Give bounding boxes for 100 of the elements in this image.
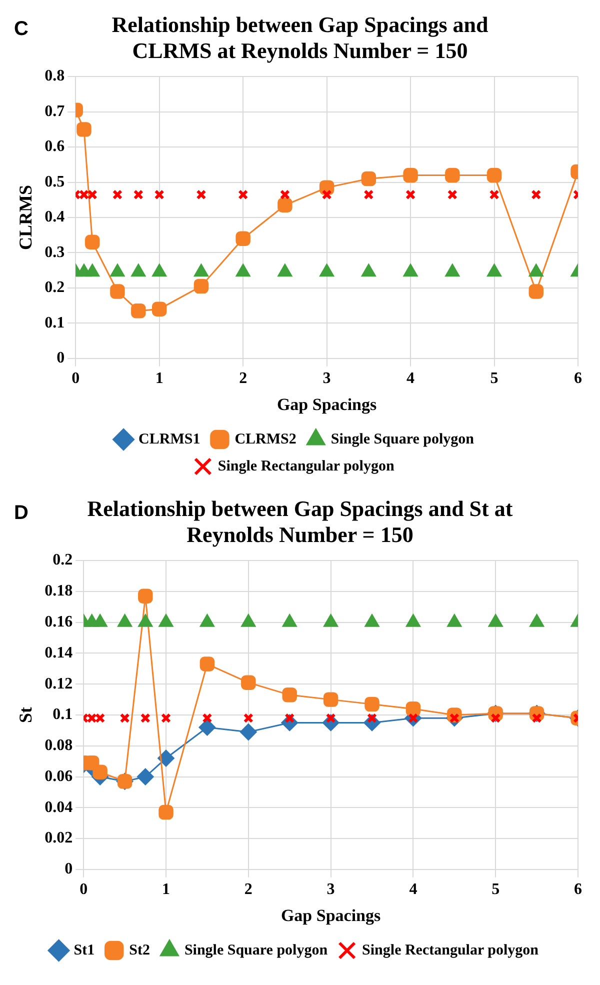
- chart-title: Relationship between Gap Spacings and CLRMS at Reynolds Number = 150: [110, 11, 490, 64]
- point: [236, 231, 250, 246]
- point: [488, 614, 504, 627]
- legend-label: CLRMS2: [234, 431, 296, 448]
- point: [486, 264, 502, 277]
- point: [130, 264, 146, 277]
- point: [406, 701, 421, 716]
- point: [364, 614, 380, 627]
- y-axis-title: CLRMS: [15, 184, 36, 250]
- legend-label: Single Rectangular polygon: [218, 458, 395, 474]
- point: [282, 614, 298, 627]
- y-tick-label: 0.06: [44, 768, 73, 785]
- point: [95, 713, 106, 724]
- x-tick-label: 2: [239, 370, 248, 388]
- y-tick-label: 0.8: [44, 68, 65, 85]
- point: [84, 264, 100, 277]
- x-tick-label: 1: [162, 881, 170, 898]
- point: [198, 718, 216, 736]
- point: [243, 713, 254, 724]
- point: [92, 614, 108, 627]
- point: [138, 614, 153, 627]
- y-tick-label: 0: [64, 860, 73, 878]
- point: [361, 264, 376, 277]
- x-axis-title: Gap Spacings: [276, 395, 378, 414]
- point: [200, 614, 215, 627]
- y-tick-label: 0: [56, 350, 65, 367]
- point: [240, 614, 256, 627]
- point: [278, 264, 292, 277]
- y-tick-label: 0.1: [52, 706, 73, 724]
- point: [403, 264, 418, 277]
- x-tick-label: 4: [409, 881, 418, 898]
- x-tick-label: 4: [406, 370, 415, 388]
- point: [86, 713, 97, 724]
- y-tick-label: 0.16: [44, 614, 73, 630]
- point: [78, 190, 90, 200]
- point: [236, 264, 250, 277]
- point: [489, 190, 500, 200]
- point: [323, 614, 338, 627]
- y-axis-title: St: [15, 706, 36, 724]
- y-tick-label: 0.18: [44, 582, 73, 600]
- point: [364, 696, 380, 712]
- point: [531, 190, 542, 200]
- point: [160, 713, 172, 724]
- y-tick-label: 0.7: [44, 102, 65, 120]
- y-tick-label: 0.3: [44, 244, 65, 261]
- point: [322, 190, 332, 200]
- point: [84, 234, 100, 250]
- point: [76, 122, 92, 137]
- point: [117, 614, 132, 627]
- x-tick-label: 3: [326, 881, 335, 898]
- point: [280, 190, 290, 200]
- point: [133, 190, 144, 200]
- point: [319, 264, 334, 277]
- point: [238, 190, 248, 200]
- point: [282, 688, 297, 702]
- point: [445, 168, 460, 183]
- point: [196, 190, 206, 200]
- x-tick-label: 5: [492, 881, 500, 898]
- legend-label: St2: [129, 942, 150, 958]
- text: D: [14, 502, 28, 525]
- point: [406, 614, 421, 627]
- x-axis-title: Gap Spacings: [280, 906, 382, 926]
- point: [364, 190, 374, 200]
- x-tick-label: 3: [322, 370, 331, 388]
- point: [447, 190, 458, 200]
- y-tick-label: 0.6: [44, 138, 65, 156]
- point: [444, 264, 460, 277]
- point: [200, 656, 215, 672]
- point: [152, 264, 167, 277]
- chart-title: Relationship between Gap Spacings and St at Reynolds Number = 150: [86, 495, 514, 548]
- y-tick-label: 0.5: [44, 173, 65, 190]
- y-tick-label: 0.02: [44, 830, 73, 847]
- point: [194, 264, 209, 277]
- point: [92, 764, 108, 780]
- y-tick-label: 0.04: [44, 798, 73, 816]
- point: [240, 723, 257, 740]
- x-tick-label: 5: [490, 370, 498, 388]
- x-tick-label: 6: [574, 881, 582, 898]
- legend-label: Single Square polygon: [330, 431, 475, 448]
- legend-label: St1: [74, 942, 95, 958]
- y-tick-label: 0.12: [44, 675, 73, 692]
- point: [136, 768, 154, 786]
- point: [87, 190, 98, 200]
- y-tick-label: 0.4: [44, 208, 65, 226]
- point: [120, 713, 130, 724]
- legend-label: Single Rectangular polygon: [362, 942, 540, 958]
- x-tick-label: 0: [80, 881, 88, 898]
- point: [158, 804, 174, 820]
- point: [403, 168, 418, 183]
- y-tick-label: 0.2: [52, 552, 73, 569]
- x-tick-label: 1: [155, 370, 164, 388]
- point: [323, 692, 338, 707]
- point: [446, 614, 462, 627]
- y-tick-label: 0.14: [44, 644, 73, 662]
- x-tick-label: 6: [574, 370, 582, 388]
- point: [486, 168, 502, 183]
- point: [140, 713, 150, 724]
- point: [361, 171, 376, 186]
- point: [278, 198, 292, 213]
- y-tick-label: 0.2: [44, 279, 65, 296]
